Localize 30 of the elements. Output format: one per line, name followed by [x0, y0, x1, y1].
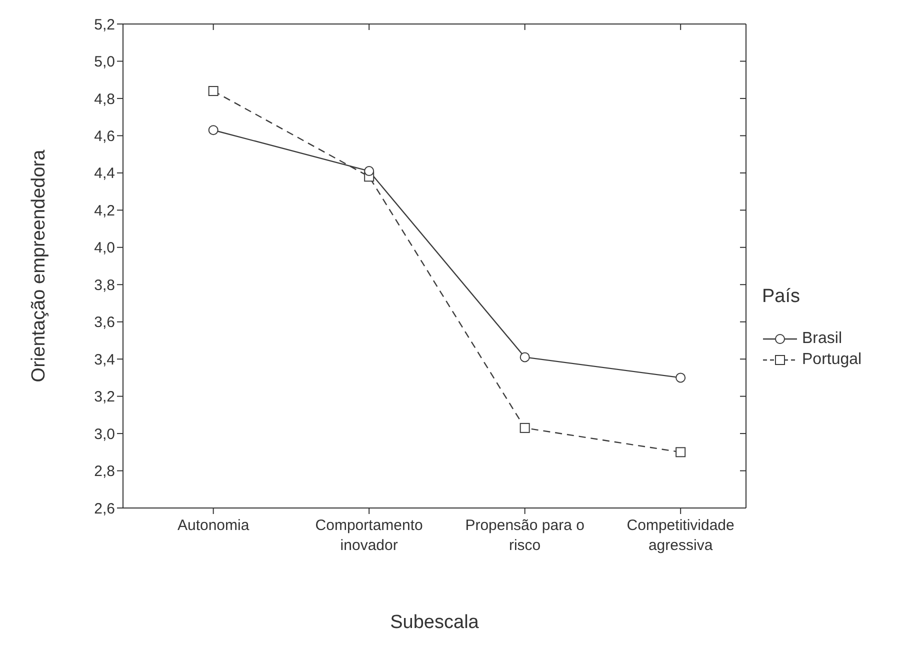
point	[364, 166, 374, 176]
y-tick-label: 4,6	[94, 128, 115, 146]
y-tick-label: 3,8	[94, 276, 115, 294]
legend-label: Brasil	[802, 330, 842, 348]
y-tick-label: 5,2	[94, 16, 115, 34]
point	[520, 422, 530, 433]
y-tick-label: 2,8	[94, 463, 115, 480]
y-tick-label: 3,6	[94, 314, 115, 332]
legend-label: Portugal	[802, 350, 862, 368]
y-tick-label: 3,2	[94, 388, 115, 406]
x-tick-label: Competitividade agressiva	[626, 517, 734, 554]
y-tick-label: 5,0	[94, 54, 115, 71]
x-tick-label: Propensão para o risco	[465, 517, 584, 554]
x-tick-label: Comportamento inovador	[315, 517, 423, 554]
point	[208, 125, 218, 136]
y-axis-title: Orientação empreendedora	[28, 149, 50, 382]
y-tick-label: 4,8	[94, 90, 115, 108]
x-tick-label: Autonomia	[177, 517, 250, 534]
point	[208, 86, 218, 96]
y-tick-label: 4,4	[94, 165, 115, 182]
legend-title: País	[762, 286, 802, 308]
y-tick-label: 3,0	[94, 426, 115, 443]
point	[676, 372, 686, 383]
y-tick-label: 2,6	[94, 500, 115, 518]
y-tick-label: 4,2	[94, 202, 115, 220]
x-axis-title: Subescala	[390, 612, 480, 633]
point	[676, 447, 686, 458]
y-tick-label: 4,0	[94, 240, 115, 257]
y-tick-label: 3,4	[94, 351, 115, 368]
point	[520, 352, 530, 362]
